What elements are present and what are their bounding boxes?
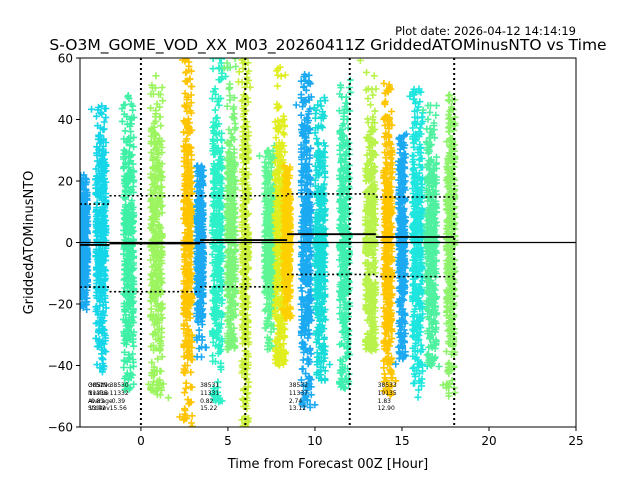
y-axis-label: GriddedATOMinusNTO: [22, 171, 37, 315]
stat-value-label: 11332: [110, 390, 129, 397]
orbit-column: [357, 57, 380, 355]
x-tick-label: 10: [307, 434, 322, 448]
stat-value-label: 38529: [89, 382, 108, 389]
stat-value-label: 11337: [289, 390, 308, 397]
y-tick-label: −20: [48, 298, 73, 312]
orbit-column: [193, 162, 210, 360]
stat-value-label: 1.83: [378, 398, 392, 405]
orbit-column: [380, 80, 399, 399]
x-tick-label: 15: [394, 434, 409, 448]
orbit-column: [88, 102, 110, 375]
x-axis-label: Time from Forecast 00Z [Hour]: [227, 457, 429, 472]
stat-value-label: 13.12: [289, 405, 306, 412]
chart-canvas: Plot date: 2026-04-12 14:14:19 S-O3M_GOM…: [0, 0, 640, 480]
y-tick-label: −60: [48, 421, 73, 435]
orbit-column: [440, 91, 459, 399]
marker-points: [357, 57, 380, 355]
x-axis-ticks: 0 5 10 15 20 25: [137, 427, 584, 448]
marker-points: [88, 102, 110, 375]
stat-value-label: 13.42: [89, 405, 106, 412]
x-tick-label: 25: [568, 434, 583, 448]
stat-value-label: -0.83: [89, 398, 105, 405]
stat-value-label: -0.39: [110, 398, 126, 405]
marker-points: [440, 91, 459, 399]
chart-title: S-O3M_GOME_VOD_XX_M03_20260411Z GriddedA…: [49, 36, 606, 55]
y-tick-label: 40: [58, 113, 73, 127]
orbit-column: [311, 94, 333, 384]
orbit-column: [145, 72, 172, 401]
stat-value-label: 38530: [110, 382, 129, 389]
y-axis-ticks: −60 −40 −20 0 20 40 60: [48, 52, 80, 435]
marker-points: [380, 80, 399, 399]
stat-value-label: 11335: [89, 390, 108, 397]
y-tick-label: 0: [65, 236, 73, 250]
marker-points: [193, 162, 210, 360]
stat-value-label: 12.90: [378, 405, 395, 412]
stat-value-label: 15.22: [200, 405, 217, 412]
marker-points: [311, 94, 333, 384]
x-tick-label: 5: [224, 434, 232, 448]
stat-value-label: 2.74: [289, 398, 303, 405]
y-tick-label: 60: [58, 52, 73, 66]
y-tick-label: −40: [48, 359, 73, 373]
stat-value-label: 38532: [289, 382, 308, 389]
x-tick-label: 20: [481, 434, 496, 448]
y-tick-label: 20: [58, 175, 73, 189]
stat-value-label: 38531: [200, 382, 219, 389]
stat-value-label: 10135: [378, 390, 397, 397]
stat-value-label: 0.82: [200, 398, 214, 405]
marker-points: [145, 72, 172, 401]
x-tick-label: 0: [137, 434, 145, 448]
stat-value-label: 11331: [200, 390, 219, 397]
stat-value-label: 38533: [378, 382, 397, 389]
stat-value-label: 15.56: [110, 405, 127, 412]
